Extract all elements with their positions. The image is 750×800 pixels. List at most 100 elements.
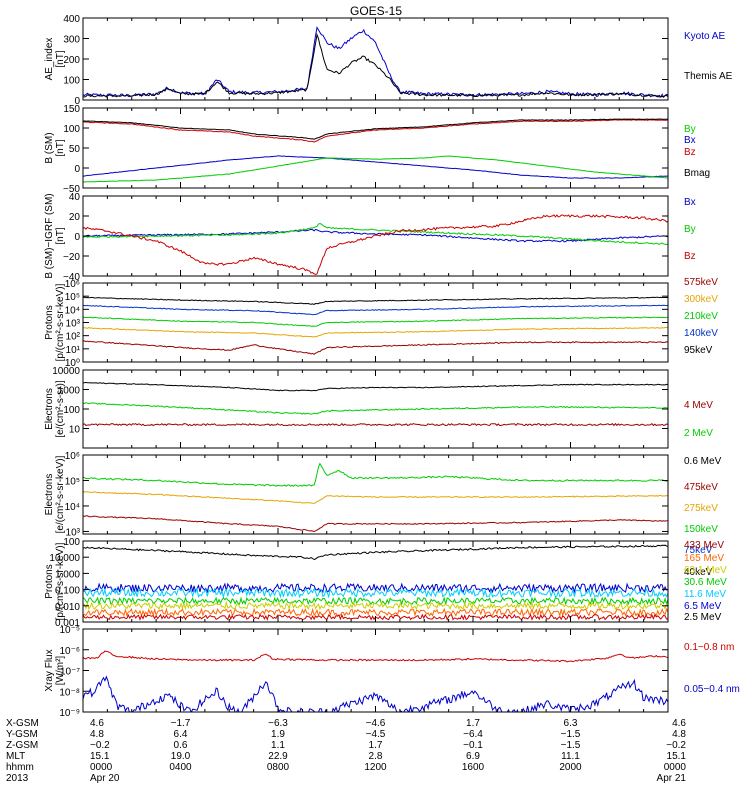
ytick-xray-3: 10⁻⁶ bbox=[59, 646, 80, 657]
series-bigrf-0 bbox=[83, 228, 668, 243]
frame-protons1 bbox=[82, 282, 669, 363]
series-electrons2-1 bbox=[83, 491, 668, 504]
series-bsm-3 bbox=[83, 118, 668, 140]
ylabel-bigrf-1: [nT] bbox=[55, 227, 66, 244]
legend-protons2-6: 2.5 MeV bbox=[684, 612, 722, 623]
legend-protons1-4: 95keV bbox=[684, 345, 713, 356]
footer-value-4-1: −6.4 bbox=[463, 729, 483, 740]
series-protons1-1 bbox=[83, 304, 668, 316]
legend-electrons2-2: 150keV bbox=[684, 524, 718, 535]
legend-ae-0: Kyoto AE bbox=[684, 31, 725, 42]
ytick-ae-4: 400 bbox=[63, 14, 80, 25]
footer-row-label-0: X-GSM bbox=[6, 718, 39, 729]
ytick-bsm-1: 0 bbox=[74, 164, 80, 175]
frame-ae bbox=[82, 17, 669, 101]
footer-value-1-2: 0.6 bbox=[174, 740, 188, 751]
ytick-protons2-5: 100 bbox=[63, 537, 80, 548]
ytick-xray-2: 10⁻⁷ bbox=[60, 667, 80, 678]
ylabel-ae-0: AE_index bbox=[44, 38, 55, 81]
legend-xray-1: 0.05−0.4 nm bbox=[684, 684, 740, 695]
ytick-electrons1-1: 100 bbox=[63, 405, 80, 416]
legend-bsm-2: Bz bbox=[684, 147, 696, 158]
chart-title: GOES-15 bbox=[350, 4, 402, 18]
footer-value-2-4: 0800 bbox=[267, 762, 290, 773]
ytick-xray-0: 10⁻⁹ bbox=[59, 708, 80, 719]
ylabel-xray-0: Xray Flux bbox=[44, 649, 55, 691]
ytick-electrons2-1: 10⁴ bbox=[65, 502, 80, 513]
footer-value-3-3: 2.8 bbox=[369, 751, 383, 762]
footer-value-2-3: 22.9 bbox=[268, 751, 288, 762]
legend-protons1-3: 140keV bbox=[684, 328, 718, 339]
ytick-ae-2: 200 bbox=[63, 55, 80, 66]
footer-value-5-3: 11.1 bbox=[561, 751, 580, 762]
ytick-protons1-4: 10⁴ bbox=[65, 305, 80, 316]
series-electrons2-2 bbox=[83, 515, 668, 533]
footer-value-1-4: 0400 bbox=[169, 762, 192, 773]
series-protons2-3 bbox=[83, 596, 668, 606]
footer-row-label-4: hhmm bbox=[6, 762, 34, 773]
ylabel-bsm-1: [nT] bbox=[55, 139, 66, 156]
ytick-bigrf-1: −20 bbox=[63, 252, 80, 263]
legend-bsm-0: Bx bbox=[684, 135, 696, 146]
ytick-protons2-1: 0.010 bbox=[55, 602, 80, 613]
footer-value-6-5: Apr 21 bbox=[657, 773, 687, 784]
footer-value-0-3: 15.1 bbox=[90, 751, 110, 762]
legend-bigrf-2: Bz bbox=[684, 251, 696, 262]
legend-protons1-1: 300keV bbox=[684, 294, 718, 305]
ytick-xray-1: 10⁻⁸ bbox=[59, 687, 80, 698]
series-protons2-0 bbox=[83, 544, 668, 561]
ytick-electrons1-2: 1000 bbox=[58, 386, 81, 397]
series-protons2-2 bbox=[83, 587, 668, 599]
panel-electrons2: 10³ 10⁴ 10⁵ 10⁶ Electrons [e/(cm²-s-sr-keV)] 4… bbox=[44, 451, 718, 578]
legend-bsm-3: Bmag bbox=[684, 168, 710, 179]
series-bigrf-1 bbox=[83, 222, 668, 246]
legend-protons2-2: 63.1 MeV bbox=[684, 565, 727, 576]
ytick-electrons1-3: 10000 bbox=[52, 366, 80, 377]
footer-value-0-2: −0.2 bbox=[90, 740, 110, 751]
footer-value-5-0: 6.3 bbox=[564, 718, 578, 729]
ytick-protons1-5: 10⁵ bbox=[65, 292, 80, 303]
footer-value-1-0: −1.7 bbox=[171, 718, 191, 729]
series-bsm-0 bbox=[83, 155, 668, 179]
ylabel-electrons2-1: [e/(cm²-s-sr-keV)] bbox=[55, 455, 66, 533]
ytick-electrons1-0: 10 bbox=[69, 425, 81, 436]
legend-protons2-5: 6.5 MeV bbox=[684, 601, 722, 612]
legend-protons2-0: 433 MeV bbox=[684, 540, 724, 551]
ytick-protons1-0: 10⁰ bbox=[65, 358, 80, 369]
ytick-bigrf-0: −40 bbox=[63, 272, 80, 283]
footer-value-2-1: 1.9 bbox=[271, 729, 285, 740]
footer-value-6-4: 0000 bbox=[664, 762, 687, 773]
footer-value-3-4: 1200 bbox=[364, 762, 387, 773]
footer-value-0-5: Apr 20 bbox=[90, 773, 120, 784]
footer-value-4-2: −0.1 bbox=[463, 740, 483, 751]
ylabel-protons2-0: Protons bbox=[44, 564, 55, 598]
footer-value-5-4: 2000 bbox=[559, 762, 582, 773]
footer-value-6-1: 4.8 bbox=[672, 729, 686, 740]
footer-value-6-2: −0.2 bbox=[666, 740, 686, 751]
footer-value-0-4: 0000 bbox=[90, 762, 113, 773]
footer-value-6-3: 15.1 bbox=[667, 751, 687, 762]
legend-protons2-3: 30.6 MeV bbox=[684, 577, 727, 588]
ylabel-xray-1: [W/m²] bbox=[55, 656, 66, 686]
series-ae-1 bbox=[83, 32, 668, 98]
series-electrons1-0 bbox=[83, 381, 668, 392]
panel-xray: 10⁻⁹ 10⁻⁸ 10⁻⁷ 10⁻⁶ 10⁻⁵ Xray Flux [W/m²] 0.1−0… bbox=[44, 625, 740, 719]
footer-value-3-2: 1.7 bbox=[369, 740, 383, 751]
footer-value-2-2: 1.1 bbox=[271, 740, 285, 751]
series-bsm-2 bbox=[83, 119, 668, 143]
series-protons1-2 bbox=[83, 316, 668, 327]
ytick-bsm-3: 100 bbox=[63, 124, 80, 135]
footer-value-4-0: 1.7 bbox=[466, 718, 480, 729]
panel-bigrf: −40 −20 0 20 40 B (SM)−IGRF (SM) [nT] Bx By Bz bbox=[44, 192, 696, 283]
legend-electrons2-0: 475keV bbox=[684, 482, 718, 493]
legend-protons2-1: 165 MeV bbox=[684, 553, 724, 564]
ytick-ae-0: 0 bbox=[74, 96, 80, 107]
legend-bigrf-1: By bbox=[684, 224, 696, 235]
series-xray-0 bbox=[83, 650, 668, 663]
series-electrons1-2 bbox=[83, 422, 668, 427]
ylabel-protons1-0: Protons bbox=[44, 305, 55, 339]
orbit-footer: X-GSMY-GSMZ-GSMMLThhmm20134.64.8−0.215.1… bbox=[6, 718, 686, 784]
footer-value-5-2: −1.5 bbox=[561, 740, 581, 751]
